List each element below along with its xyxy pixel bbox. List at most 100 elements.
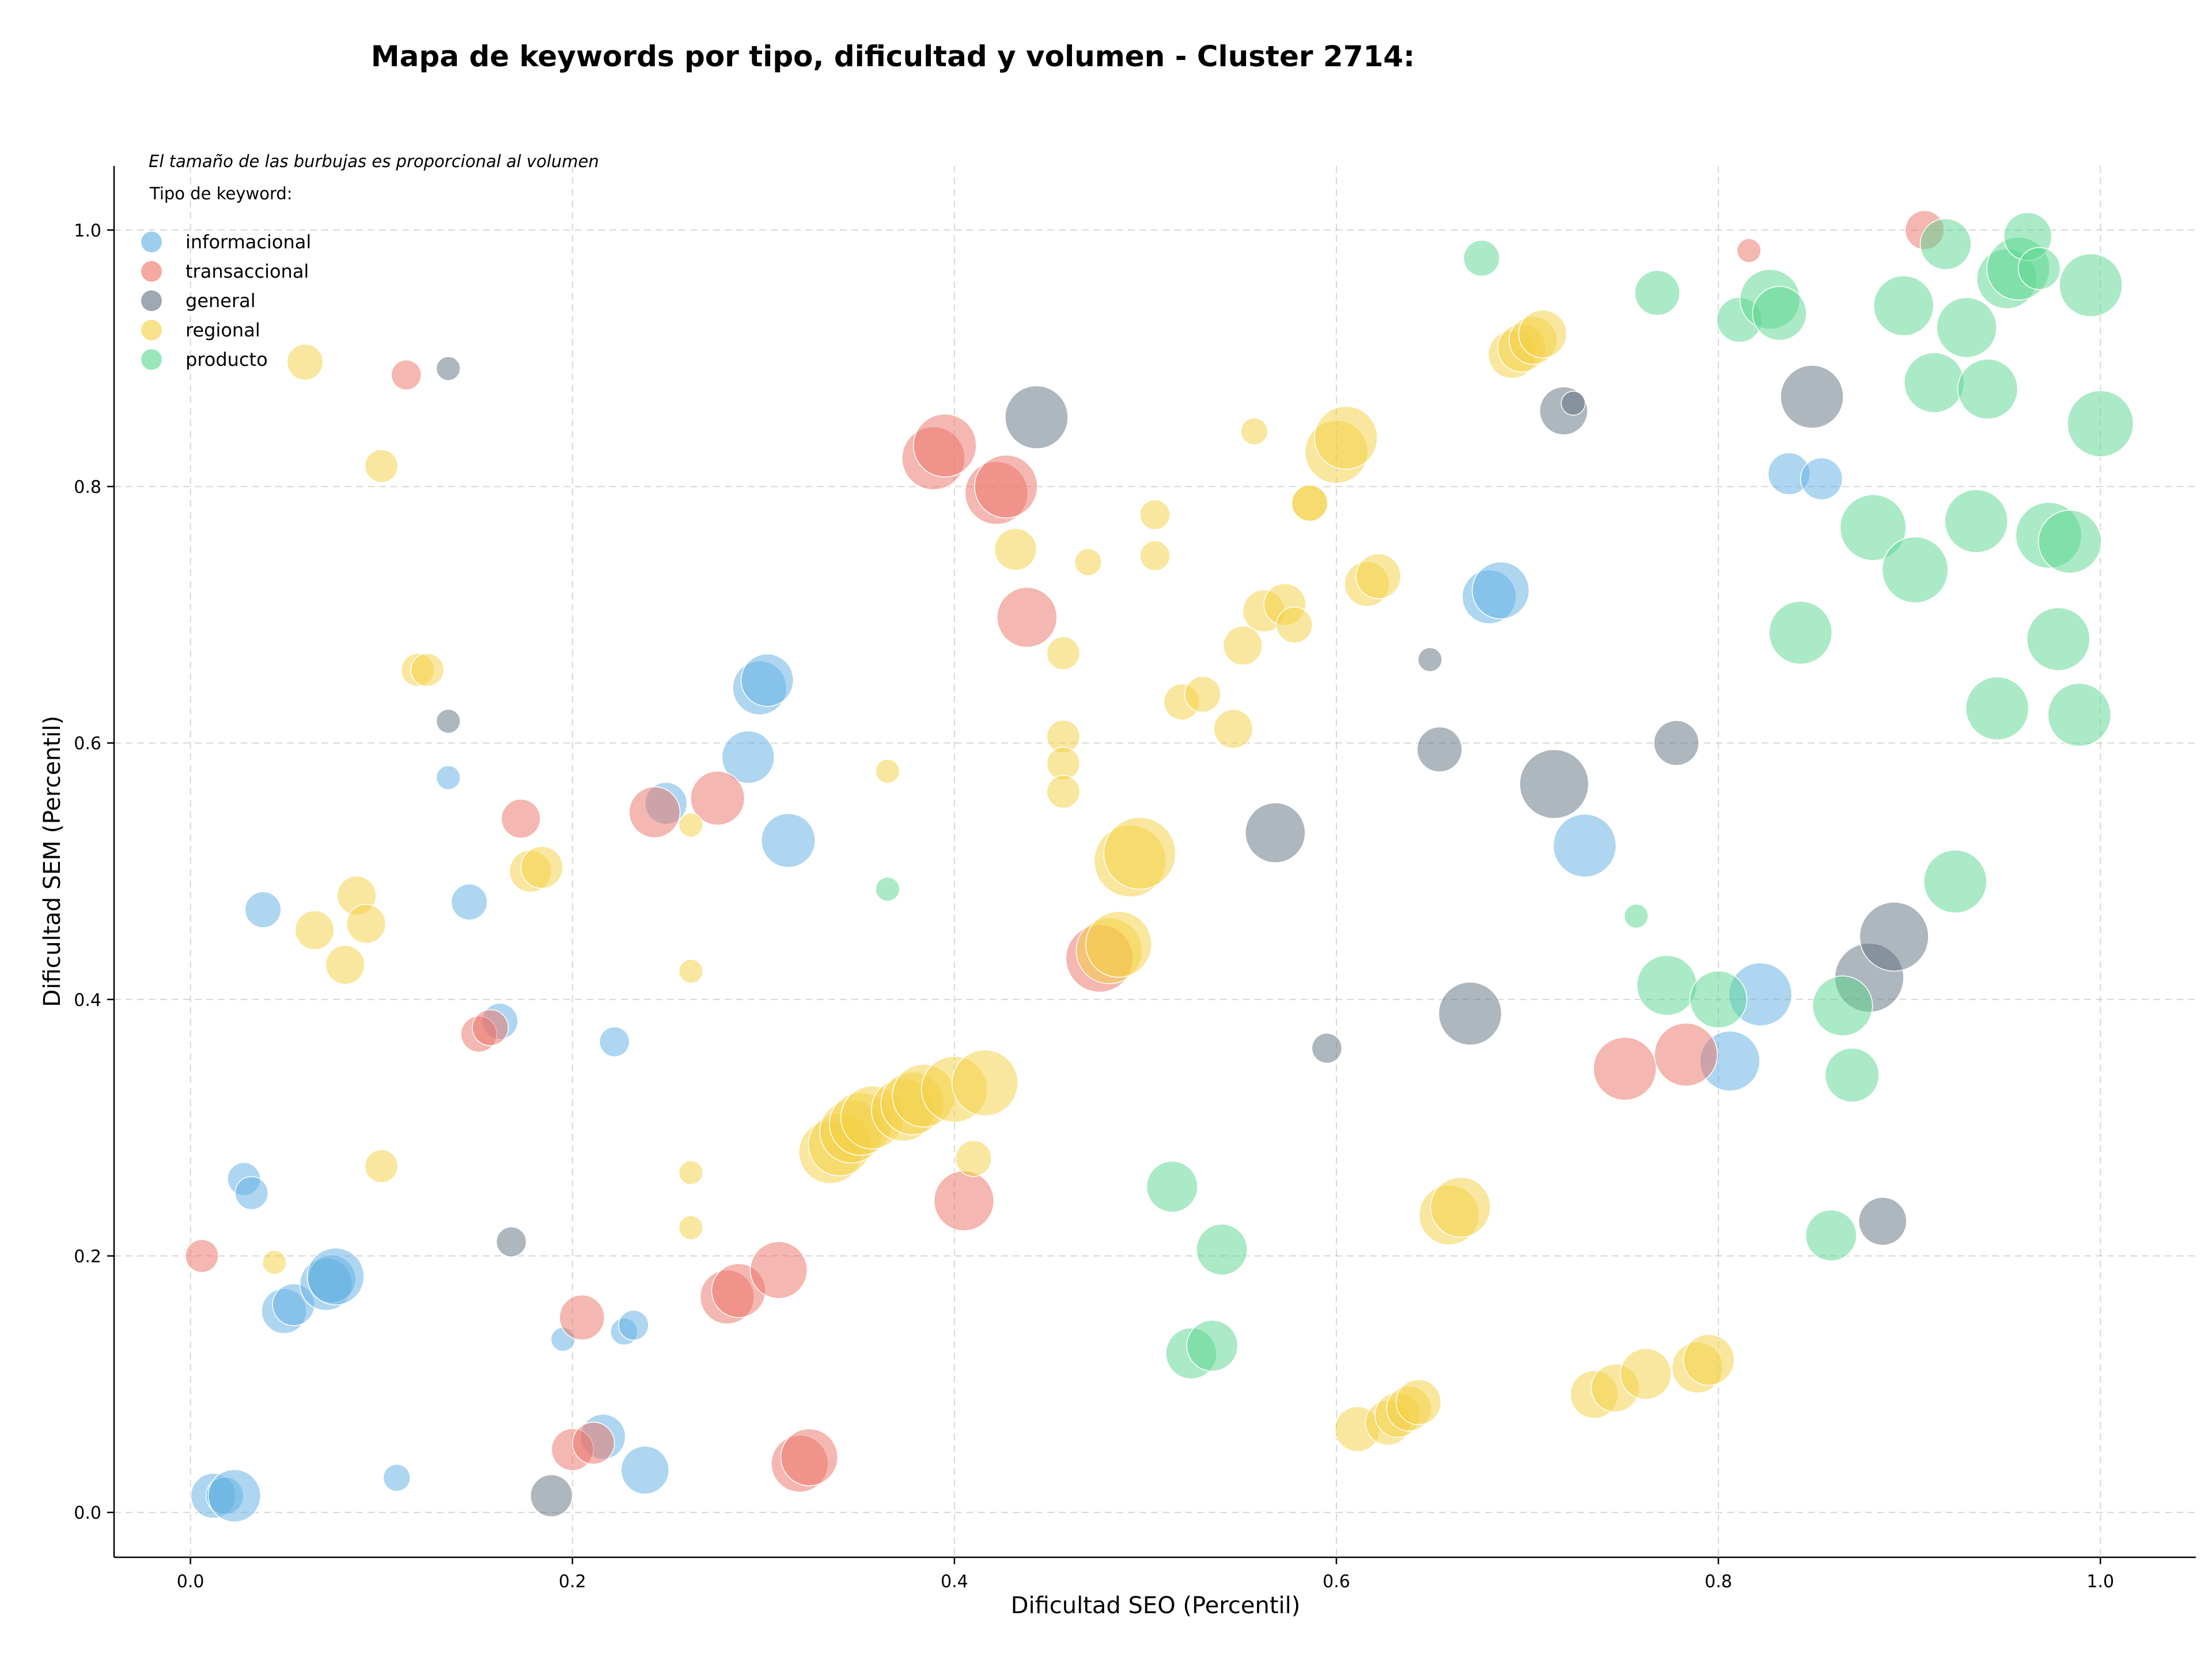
y-axis-ticks: 0.0 0.2 0.4 0.6 0.8 1.0 — [74, 221, 114, 1523]
bubble-regional — [955, 1140, 992, 1177]
bubble-transaccional — [974, 455, 1038, 519]
bubble-transaccional — [185, 1239, 219, 1273]
bubble-regional — [1184, 676, 1221, 713]
bubble-producto — [1623, 903, 1649, 929]
bubble-producto — [1965, 676, 2029, 740]
bubble-producto — [1636, 955, 1698, 1016]
x-tick-label: 0.2 — [559, 1572, 586, 1592]
bubble-producto — [1768, 600, 1833, 665]
bubble-transaccional — [912, 413, 977, 478]
bubble-informacional — [618, 1310, 649, 1341]
bubble-producto — [1936, 297, 1997, 358]
bubble-producto — [1919, 218, 1972, 270]
bubble-general — [1858, 1197, 1907, 1246]
bubble-transaccional — [933, 1170, 995, 1231]
bubble-regional — [1046, 774, 1081, 809]
bubble-transaccional — [690, 770, 745, 826]
bubble-transaccional — [472, 1009, 509, 1046]
bubble-regional — [678, 959, 703, 984]
bubble-producto — [1186, 1319, 1238, 1372]
legend-label-informacional: informacional — [185, 231, 311, 253]
bubble-regional — [1314, 406, 1378, 470]
bubble-producto — [1824, 1047, 1880, 1103]
bubble-informacional — [620, 1446, 670, 1494]
y-tick-label: 0.6 — [74, 734, 101, 754]
bubble-producto — [1839, 494, 1907, 561]
bubble-informacional — [435, 765, 461, 790]
legend-label-general: general — [185, 290, 256, 312]
bubble-regional — [1046, 636, 1081, 671]
bubble-producto — [1812, 975, 1873, 1036]
bubble-regional — [1276, 606, 1313, 644]
bubble-producto — [1805, 1209, 1857, 1262]
bubble-regional — [346, 903, 387, 944]
bubble-general — [1780, 365, 1844, 429]
legend-label-transaccional: transaccional — [185, 260, 309, 282]
bubble-regional — [286, 343, 324, 381]
bubble-producto — [1944, 489, 2009, 553]
x-axis-label: Dificultad SEO (Percentil) — [1011, 1592, 1301, 1619]
x-tick-label: 0.0 — [177, 1572, 204, 1592]
bubble-general — [530, 1474, 573, 1518]
y-tick-label: 0.4 — [74, 990, 101, 1011]
bubble-regional — [1103, 816, 1176, 890]
bubble-producto — [1146, 1160, 1198, 1213]
legend-items: informacional transaccional general regiona… — [141, 231, 311, 370]
chart-title: Mapa de keywords por tipo, dificultad y … — [371, 40, 1415, 73]
bubble-regional — [364, 449, 399, 483]
bubble-general — [435, 356, 461, 381]
bubble-producto — [875, 876, 900, 902]
bubble-regional — [294, 910, 335, 951]
bubble-informacional — [740, 653, 794, 707]
bubble-regional — [1222, 625, 1263, 666]
bubble-regional — [678, 1215, 703, 1240]
bubble-informacional — [234, 1176, 269, 1210]
bubble-producto — [1463, 240, 1500, 277]
x-tick-label: 0.8 — [1705, 1572, 1732, 1592]
y-tick-label: 1.0 — [74, 221, 101, 241]
bubble-regional — [1430, 1176, 1491, 1238]
bubble-regional — [410, 653, 445, 687]
bubble-producto — [2047, 683, 2112, 747]
bubble-informacional — [721, 730, 775, 784]
bubble-regional — [875, 759, 900, 784]
bubble-transaccional — [997, 587, 1058, 648]
bubble-general — [435, 709, 461, 734]
bubble-regional — [951, 1049, 1018, 1117]
bubble-informacional — [1471, 561, 1530, 619]
bubble-producto — [1957, 358, 2018, 420]
bubble-regional — [1074, 548, 1103, 576]
x-tick-label: 1.0 — [2086, 1572, 2114, 1592]
bubble-producto — [1196, 1223, 1248, 1276]
x-tick-label: 0.4 — [941, 1572, 968, 1592]
x-axis-ticks: 0.0 0.2 0.4 0.6 0.8 1.0 — [177, 1557, 2114, 1592]
bubble-producto — [1881, 536, 1949, 604]
bubble-general — [1560, 391, 1586, 416]
bubble-producto — [1904, 352, 1965, 413]
bubble-general — [1311, 1032, 1343, 1064]
bubble-regional — [1395, 1379, 1442, 1425]
bubble-regional — [1139, 499, 1171, 531]
bubble-producto — [2067, 390, 2134, 457]
legend-title: Tipo de keyword: — [149, 184, 293, 203]
bubble-transaccional — [628, 786, 681, 838]
bubble-general — [1245, 802, 1306, 864]
legend-marker-transaccional — [141, 261, 162, 282]
bubble-producto — [2059, 253, 2123, 317]
bubble-transaccional — [1736, 238, 1762, 263]
bubble-informacional — [599, 1026, 630, 1057]
bubble-regional — [994, 528, 1037, 571]
bubble-general — [1005, 385, 1069, 449]
bubble-regional — [325, 945, 365, 985]
bubble-regional — [1213, 709, 1253, 749]
bubble-regional — [1518, 309, 1567, 358]
bubble-regional — [1620, 1348, 1672, 1400]
bubble-informacional — [244, 891, 282, 928]
bubble-regional — [1683, 1334, 1735, 1386]
grid-lines — [114, 166, 2196, 1557]
bubble-regional — [1240, 417, 1268, 445]
bubble-general — [1416, 726, 1463, 773]
bubble-informacional — [1800, 457, 1843, 501]
legend-marker-producto — [141, 349, 162, 370]
